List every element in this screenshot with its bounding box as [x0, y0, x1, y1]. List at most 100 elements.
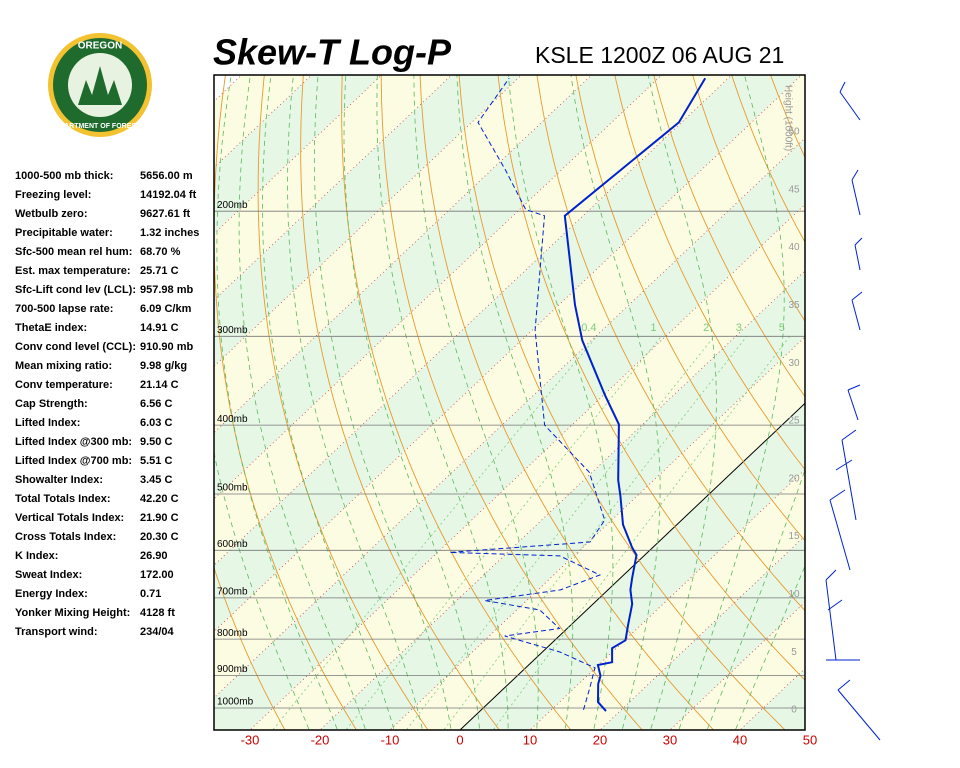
stat-value: 6.09 C/km — [140, 303, 192, 315]
height-label: 30 — [788, 358, 800, 369]
dry-adiabat — [954, 54, 960, 738]
dry-adiabat — [878, 54, 960, 738]
logo-bottom: DEPARTMENT OF FORESTRY — [50, 123, 150, 130]
pressure-label: 400mb — [217, 414, 248, 425]
height-label: 40 — [788, 242, 800, 253]
plot-frame — [213, 74, 806, 731]
stat-label: ThetaE index: — [15, 322, 87, 334]
dry-adiabat — [575, 75, 805, 542]
moist-adiabat — [376, 75, 509, 730]
height-label: 20 — [788, 473, 800, 484]
mixing-ratio-line — [345, 336, 662, 730]
logo: OREGON DEPARTMENT OF FORESTRY — [48, 33, 152, 137]
station: KSLE 1200Z 06 AUG 21 — [535, 42, 784, 68]
stat-value: 234/04 — [140, 626, 175, 638]
isotherm — [214, 75, 593, 434]
pressure-label: 600mb — [217, 539, 248, 550]
stat-label: K Index: — [15, 550, 58, 562]
mixing-ratio-line — [272, 336, 598, 730]
temperature-label: -30 — [241, 732, 260, 747]
moist-adiabat — [507, 75, 614, 730]
stat-label: Lifted Index @300 mb: — [15, 436, 132, 448]
height-label: 50 — [788, 127, 800, 138]
moist-adiabat — [287, 75, 423, 730]
pressure-label: 800mb — [217, 628, 248, 639]
stat-value: 6.03 C — [140, 417, 172, 429]
stat-label: Mean mixing ratio: — [15, 360, 112, 372]
temperature-line — [563, 77, 707, 712]
temp-band — [739, 668, 805, 730]
stat-label: Cap Strength: — [15, 398, 88, 410]
moist-adiabat — [313, 75, 452, 730]
pressure-label: 700mb — [217, 587, 248, 598]
dry-adiabat — [257, 75, 429, 730]
dry-adiabat — [214, 566, 286, 730]
stat-label: 1000-500 mb thick: — [15, 170, 113, 182]
stat-label: Lifted Index: — [15, 417, 80, 429]
stat-value: 172.00 — [140, 569, 174, 581]
dry-adiabat — [916, 54, 960, 738]
isotherm — [802, 53, 960, 737]
height-label: 5 — [791, 647, 797, 658]
stat-value: 3.45 C — [140, 474, 172, 486]
stat-value: 26.90 — [140, 550, 168, 562]
temp-band — [214, 75, 382, 234]
stat-label: Conv cond level (CCL): — [15, 341, 136, 353]
isotherm — [214, 75, 453, 301]
stat-value: 21.14 C — [140, 379, 179, 391]
dry-adiabat — [653, 75, 805, 398]
isotherm — [214, 75, 523, 367]
stat-value: 20.30 C — [140, 531, 179, 543]
dry-adiabat — [536, 75, 805, 612]
background — [214, 53, 960, 738]
mixing-ratio-label: 0.4 — [581, 322, 596, 334]
stat-label: Precipitable water: — [15, 227, 113, 239]
stat-value: 9.98 g/kg — [140, 360, 187, 372]
temp-band — [802, 53, 960, 737]
mixing-ratio-label: 5 — [779, 322, 785, 334]
pressure-label: 900mb — [217, 664, 248, 675]
dry-adiabat — [497, 75, 805, 681]
logo-trees — [78, 66, 122, 105]
mixing-ratio-line — [443, 336, 748, 730]
height-label: 45 — [788, 184, 800, 195]
stat-value: 14.91 C — [140, 322, 179, 334]
stat-value: 957.98 mb — [140, 284, 193, 296]
stat-label: Lifted Index @700 mb: — [15, 455, 132, 467]
stat-value: 1.32 inches — [140, 227, 199, 239]
dry-adiabat — [692, 75, 805, 323]
wind-barbs — [825, 81, 881, 741]
pressure-label: 500mb — [217, 483, 248, 494]
temperature-label: 20 — [593, 732, 607, 747]
dry-adiabat — [214, 75, 358, 730]
dry-adiabat — [614, 75, 805, 471]
height-label: 25 — [788, 416, 800, 427]
stat-label: Sfc-Lift cond lev (LCL): — [15, 284, 136, 296]
temperature-label: -20 — [311, 732, 330, 747]
height-label: 10 — [788, 589, 800, 600]
stat-value: 6.56 C — [140, 398, 172, 410]
stat-label: 700-500 lapse rate: — [15, 303, 113, 315]
stat-value: 9627.61 ft — [140, 208, 190, 220]
stat-value: 910.90 mb — [140, 341, 193, 353]
profiles — [449, 77, 707, 712]
dry-adiabat — [300, 75, 500, 730]
stat-label: Wetbulb zero: — [15, 208, 88, 220]
pressure-label: 1000mb — [217, 697, 254, 708]
moist-adiabat — [413, 75, 539, 730]
isotherm — [214, 75, 733, 566]
dry-adiabat — [839, 54, 960, 738]
stat-value: 9.50 C — [140, 436, 172, 448]
stat-label: Energy Index: — [15, 588, 88, 600]
temperature-label: 0 — [456, 732, 463, 747]
stat-value: 68.70 % — [140, 246, 181, 258]
stat-value: 5.51 C — [140, 455, 172, 467]
moist-adiabat — [343, 75, 480, 730]
height-label: 15 — [788, 531, 800, 542]
stat-label: Showalter Index: — [15, 474, 103, 486]
height-axis-label: Height (1000ft) — [782, 85, 793, 151]
dry-adiabat — [380, 75, 643, 730]
dry-adiabat — [419, 75, 715, 730]
mixing-ratio-label: 1 — [650, 322, 656, 334]
